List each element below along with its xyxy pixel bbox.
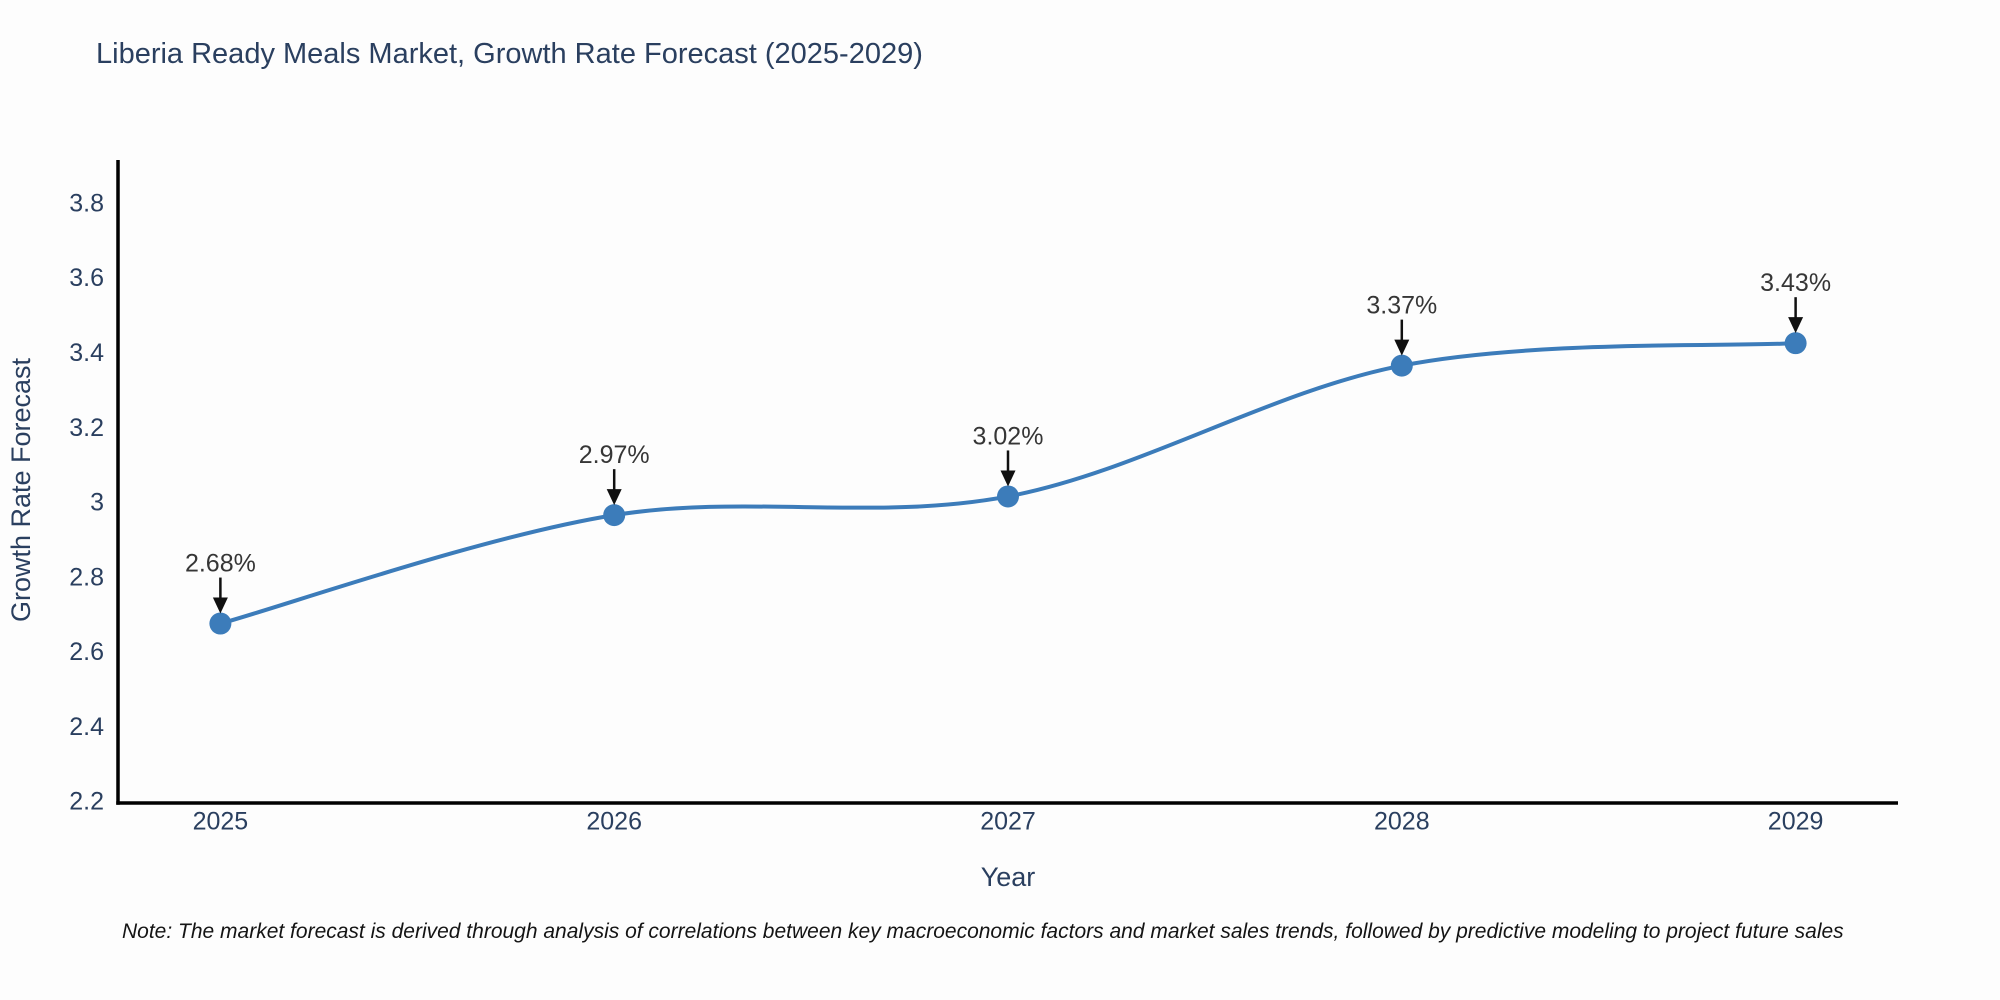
annotation-arrowhead-icon [212,597,228,614]
annotation-label: 2.68% [185,550,256,578]
data-point-marker [1784,332,1807,355]
y-tick-label: 3.4 [69,339,104,367]
annotation-arrowhead-icon [1394,339,1410,356]
data-point-marker [603,504,626,527]
x-tick-label: 2029 [1768,808,1824,836]
x-tick-label: 2025 [193,808,249,836]
annotation-arrowhead-icon [1000,470,1016,487]
data-point-marker [997,485,1019,508]
y-tick-label: 3.6 [69,264,104,292]
y-axis-title: Growth Rate Forecast [6,357,36,622]
data-point-marker [209,612,232,635]
y-tick-label: 3.8 [69,189,104,217]
footnote: Note: The market forecast is derived thr… [122,920,1844,943]
y-tick-label: 2.2 [69,788,104,816]
y-tick-label: 2.4 [69,713,104,741]
x-tick-label: 2028 [1374,808,1430,836]
x-tick-label: 2026 [586,808,642,836]
annotation-label: 3.37% [1366,292,1437,320]
y-tick-label: 3 [90,489,104,517]
x-axis-title: Year [981,862,1036,892]
plot-area: 2.2 2.4 2.6 2.8 3 3.2 3.4 3.6 3.8 2025 2026 2027 202… [69,160,1898,836]
y-tick-label: 2.6 [69,638,104,666]
y-tick-label: 3.2 [69,414,104,442]
annotation-label: 3.02% [973,422,1044,450]
y-tick-label: 2.8 [69,563,104,591]
annotation-label: 2.97% [579,441,650,469]
annotation-arrowhead-icon [1788,317,1804,334]
annotation-label: 3.43% [1760,269,1831,297]
annotation-arrowhead-icon [606,489,622,506]
data-point-marker [1390,354,1413,377]
x-tick-label: 2027 [980,808,1036,836]
chart-title: Liberia Ready Meals Market, Growth Rate … [96,38,923,70]
